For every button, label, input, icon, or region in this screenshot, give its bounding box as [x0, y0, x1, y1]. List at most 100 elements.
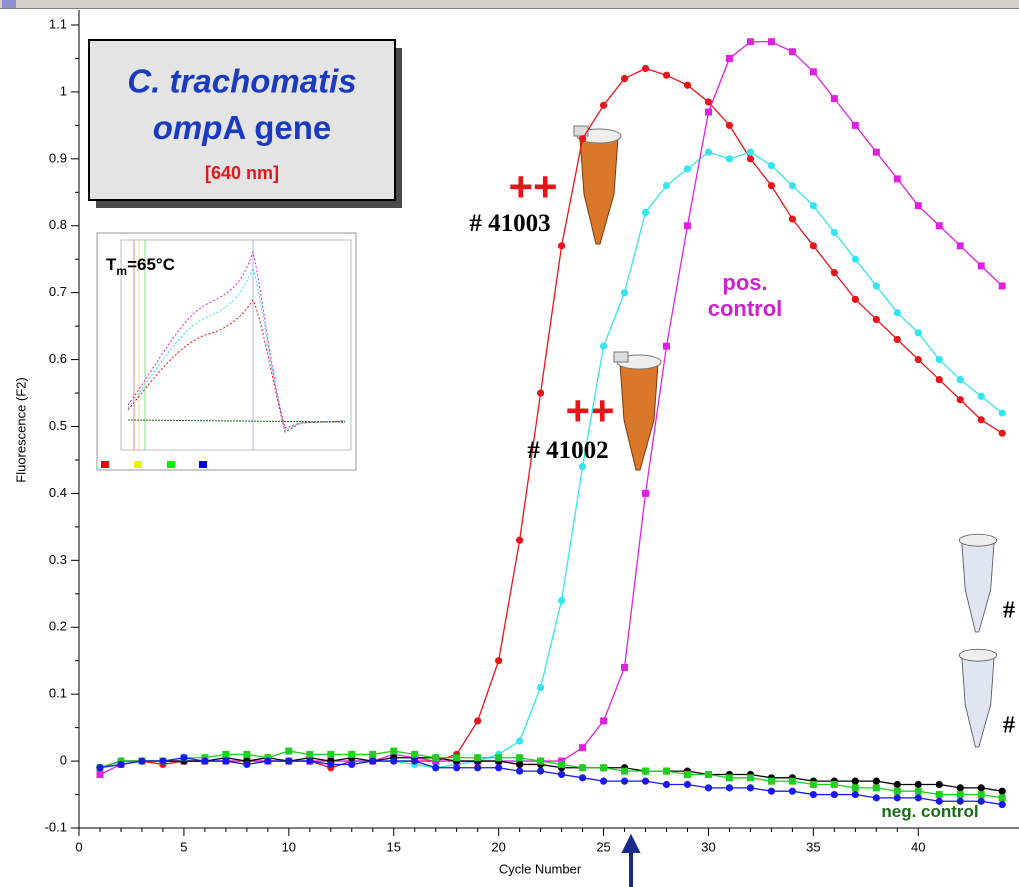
point	[327, 761, 334, 768]
tm-value: =65°C	[127, 255, 175, 274]
point	[642, 209, 649, 216]
point	[537, 684, 544, 691]
point	[810, 202, 817, 209]
point	[453, 754, 460, 761]
point	[789, 215, 796, 222]
point	[390, 757, 397, 764]
point	[810, 242, 817, 249]
point	[600, 778, 607, 785]
y-tick-label: 1.1	[49, 16, 67, 31]
y-tick-label: 0.6	[49, 351, 67, 366]
point	[915, 788, 922, 795]
x-tick-label: 15	[386, 839, 400, 854]
y-tick-label: 0.2	[49, 619, 67, 634]
tube-cap	[959, 534, 996, 546]
point	[306, 757, 313, 764]
point	[726, 155, 733, 162]
point	[516, 761, 523, 768]
point	[516, 754, 523, 761]
series-label: neg. control	[845, 802, 1015, 822]
x-tick-label: 20	[491, 839, 505, 854]
point	[915, 329, 922, 336]
point	[663, 343, 670, 350]
point	[726, 774, 733, 781]
point	[579, 744, 586, 751]
inset-legend	[101, 461, 109, 468]
point	[621, 289, 628, 296]
point	[558, 597, 565, 604]
tube	[959, 649, 996, 747]
point	[621, 778, 628, 785]
point	[810, 68, 817, 75]
point	[957, 242, 964, 249]
point	[642, 490, 649, 497]
x-tick-label: 25	[596, 839, 610, 854]
point	[768, 182, 775, 189]
point	[117, 761, 124, 768]
point	[705, 771, 712, 778]
point	[894, 175, 901, 182]
point	[894, 309, 901, 316]
point	[894, 788, 901, 795]
point	[453, 764, 460, 771]
tm-sub: m	[116, 264, 127, 278]
point	[831, 229, 838, 236]
point	[873, 149, 880, 156]
point	[684, 165, 691, 172]
clipped-label: #	[1003, 598, 1015, 624]
point	[747, 38, 754, 45]
point	[957, 396, 964, 403]
point	[642, 65, 649, 72]
series-label: pos. control	[690, 270, 800, 322]
point	[852, 784, 859, 791]
point	[810, 781, 817, 788]
y-tick-label: 0.3	[49, 552, 67, 567]
x-tick-label: 10	[282, 839, 296, 854]
series-label: # 41003	[445, 210, 575, 238]
point	[852, 122, 859, 129]
point	[999, 282, 1006, 289]
point	[873, 778, 880, 785]
point	[600, 343, 607, 350]
point	[537, 389, 544, 396]
point	[285, 757, 292, 764]
point	[999, 788, 1006, 795]
inset: Tm=65°C	[97, 233, 356, 470]
point	[747, 155, 754, 162]
point	[726, 122, 733, 129]
point	[495, 657, 502, 664]
point	[96, 764, 103, 771]
page: C. trachomatis ompA gene [640 nm] Tm=65°…	[0, 0, 1019, 887]
point	[852, 791, 859, 798]
point	[642, 778, 649, 785]
point	[495, 764, 502, 771]
point	[159, 757, 166, 764]
point	[432, 754, 439, 761]
point	[369, 757, 376, 764]
point	[663, 781, 670, 788]
point	[873, 316, 880, 323]
point	[894, 794, 901, 801]
point	[642, 768, 649, 775]
y-tick-label: 0.4	[49, 485, 67, 500]
point	[684, 771, 691, 778]
x-tick-label: 35	[806, 839, 820, 854]
point	[915, 356, 922, 363]
y-tick-label: 0.1	[49, 686, 67, 701]
point	[747, 149, 754, 156]
inset-legend	[199, 461, 207, 468]
point	[999, 410, 1006, 417]
point	[684, 222, 691, 229]
window-icon	[2, 0, 16, 8]
point	[474, 764, 481, 771]
point	[831, 791, 838, 798]
point	[831, 269, 838, 276]
point	[747, 774, 754, 781]
point	[348, 761, 355, 768]
point	[936, 222, 943, 229]
point	[894, 781, 901, 788]
tube-body	[962, 542, 994, 632]
point	[432, 764, 439, 771]
plus-label: ++	[508, 163, 557, 210]
point	[327, 751, 334, 758]
